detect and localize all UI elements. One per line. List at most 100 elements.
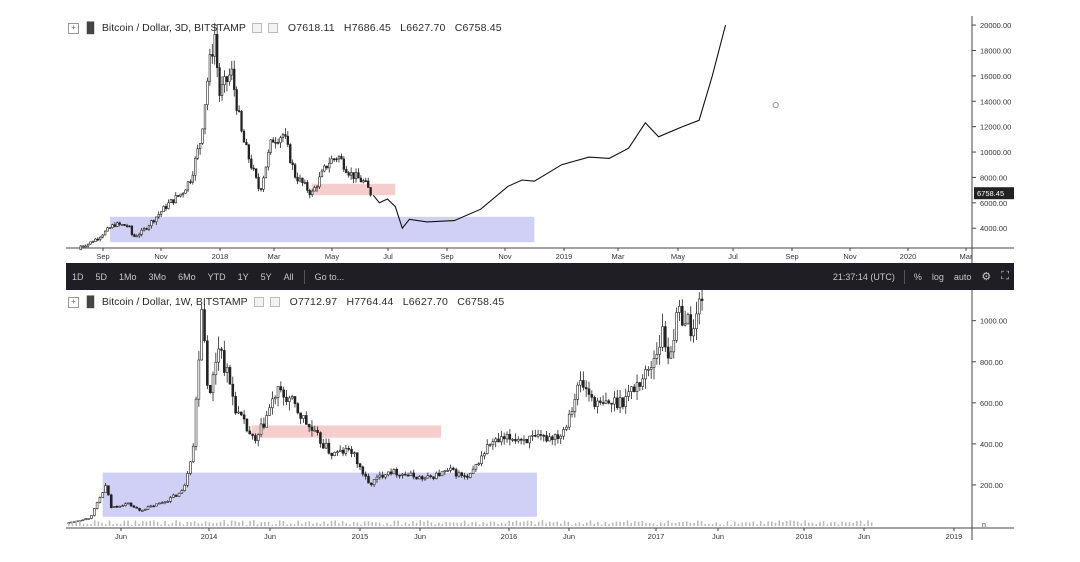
candle[interactable]	[228, 74, 231, 82]
candle[interactable]	[101, 234, 104, 238]
percent-toggle[interactable]: %	[913, 271, 922, 282]
candle[interactable]	[293, 396, 297, 404]
candle[interactable]	[172, 494, 175, 498]
candle[interactable]	[384, 474, 387, 478]
candle[interactable]	[138, 507, 141, 511]
candle[interactable]	[378, 474, 382, 478]
candle[interactable]	[324, 442, 328, 449]
candle[interactable]	[340, 156, 343, 160]
support-zone[interactable]	[102, 472, 537, 517]
candle[interactable]	[689, 314, 693, 337]
candle[interactable]	[208, 385, 212, 394]
candle[interactable]	[649, 367, 653, 370]
candle[interactable]	[466, 475, 469, 478]
candle[interactable]	[211, 374, 215, 394]
candle[interactable]	[511, 438, 514, 441]
candle[interactable]	[225, 367, 229, 373]
candle[interactable]	[669, 351, 673, 359]
range-3mo-button[interactable]: 3Mo	[148, 271, 167, 282]
candle[interactable]	[276, 142, 280, 144]
candle[interactable]	[141, 510, 144, 512]
candle[interactable]	[177, 195, 180, 197]
candle[interactable]	[550, 436, 554, 441]
candle[interactable]	[138, 234, 141, 237]
candle[interactable]	[599, 400, 602, 403]
candle[interactable]	[159, 211, 163, 215]
candle[interactable]	[321, 443, 325, 449]
candle[interactable]	[440, 471, 444, 477]
candle[interactable]	[84, 245, 87, 248]
candle[interactable]	[89, 241, 92, 245]
top-symbol[interactable]: Bitcoin / Dollar, 3D, BITSTAMP	[101, 22, 246, 34]
candle[interactable]	[262, 177, 265, 190]
candle[interactable]	[90, 515, 93, 519]
candle[interactable]	[140, 229, 143, 235]
candle[interactable]	[330, 158, 333, 164]
candle[interactable]	[355, 452, 359, 465]
candle[interactable]	[632, 386, 636, 392]
candle[interactable]	[103, 230, 107, 236]
candle[interactable]	[483, 453, 486, 457]
candle[interactable]	[341, 449, 345, 454]
candle[interactable]	[282, 389, 285, 398]
candle[interactable]	[323, 165, 326, 172]
resistance-zone[interactable]	[251, 425, 442, 438]
candle[interactable]	[652, 358, 656, 368]
candle[interactable]	[401, 473, 404, 476]
candle[interactable]	[381, 474, 384, 478]
candle[interactable]	[82, 245, 85, 248]
candle[interactable]	[239, 411, 243, 416]
candle[interactable]	[256, 434, 260, 441]
candle[interactable]	[129, 502, 133, 507]
candle[interactable]	[87, 518, 90, 520]
candle[interactable]	[370, 482, 373, 486]
candle[interactable]	[352, 172, 355, 180]
candle[interactable]	[398, 474, 401, 477]
gear-icon[interactable]: ⚙	[981, 271, 992, 283]
candle[interactable]	[477, 463, 481, 466]
candle[interactable]	[196, 148, 199, 159]
range-6mo-button[interactable]: 6Mo	[178, 271, 196, 282]
candle[interactable]	[162, 206, 165, 212]
drawing-anchor-marker[interactable]	[772, 101, 779, 109]
candle[interactable]	[250, 158, 253, 169]
candle[interactable]	[191, 174, 194, 183]
candle[interactable]	[118, 222, 121, 225]
candle[interactable]	[533, 435, 537, 437]
candle[interactable]	[158, 502, 161, 505]
projection-line[interactable]	[372, 24, 727, 230]
candle[interactable]	[593, 397, 596, 407]
candle[interactable]	[218, 67, 221, 96]
candle[interactable]	[237, 411, 240, 414]
candle[interactable]	[296, 403, 300, 414]
candle[interactable]	[514, 438, 517, 442]
candle[interactable]	[641, 378, 644, 387]
candle[interactable]	[638, 382, 642, 387]
candle[interactable]	[194, 398, 198, 447]
candle[interactable]	[336, 451, 339, 453]
candle[interactable]	[98, 497, 102, 503]
candle[interactable]	[502, 436, 506, 440]
candle[interactable]	[311, 190, 314, 196]
candle[interactable]	[307, 423, 311, 428]
candle[interactable]	[290, 396, 294, 399]
candle[interactable]	[135, 235, 138, 238]
candle[interactable]	[686, 314, 690, 325]
candle[interactable]	[106, 227, 109, 232]
candle[interactable]	[276, 386, 280, 398]
candle[interactable]	[79, 245, 82, 251]
candle[interactable]	[528, 435, 531, 444]
candle[interactable]	[310, 426, 314, 431]
candle[interactable]	[92, 508, 96, 516]
candle[interactable]	[166, 501, 170, 503]
top-chart-svg[interactable]: 4000.00 6000.00 8000.00 10000.00 12000.00 140…	[66, 16, 1014, 266]
candle[interactable]	[206, 80, 209, 106]
candle[interactable]	[251, 433, 254, 436]
candle[interactable]	[254, 168, 258, 178]
plus-square-icon[interactable]: +	[68, 22, 79, 34]
candle[interactable]	[160, 502, 164, 505]
candle[interactable]	[353, 452, 356, 455]
candle[interactable]	[573, 399, 577, 412]
range-all-button[interactable]: All	[283, 271, 294, 282]
candle[interactable]	[415, 476, 418, 480]
